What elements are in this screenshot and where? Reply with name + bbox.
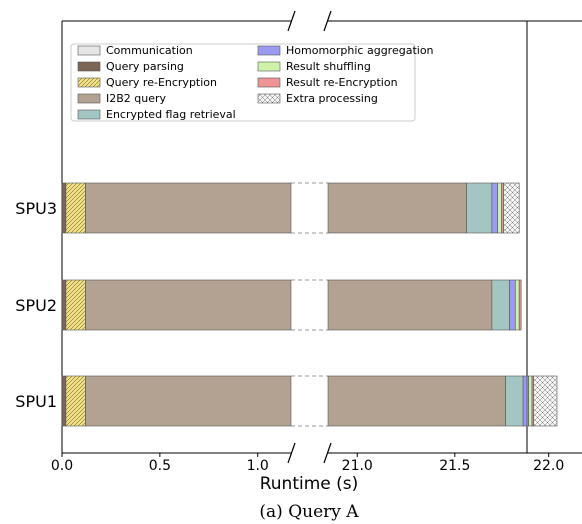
legend-entry-label: Encrypted flag retrieval bbox=[106, 108, 236, 121]
x-axis-title: Runtime (s) bbox=[260, 474, 359, 494]
legend-entry-label: Extra processing bbox=[286, 92, 378, 105]
legend-entry-label: Result re-Encryption bbox=[286, 76, 398, 89]
x-tick-label: 0.0 bbox=[51, 458, 73, 474]
legend-swatch bbox=[77, 109, 101, 120]
axis-labels: SPU3 SPU2 SPU1 0.0 0.5 1.0 21.0 21.5 22.0 bbox=[15, 199, 564, 474]
axis-break-mark bbox=[287, 442, 296, 464]
bar-segment-query-re-encryption bbox=[65, 279, 86, 331]
legend-swatch bbox=[257, 93, 281, 104]
bar-segment-query-re-encryption bbox=[65, 375, 86, 427]
bar-segment-extra-processing bbox=[533, 375, 558, 427]
legend-box bbox=[70, 43, 416, 122]
legend-entry-label: I2B2 query bbox=[106, 92, 167, 105]
x-tick-label: 22.0 bbox=[533, 458, 564, 474]
legend-swatch bbox=[77, 61, 101, 72]
legend-entry-label: Communication bbox=[106, 44, 193, 57]
x-tick-label: 21.5 bbox=[439, 458, 470, 474]
legend-entry-label: Query parsing bbox=[106, 60, 184, 73]
x-tick-label: 21.0 bbox=[342, 458, 373, 474]
bar-segment-i2b2-query bbox=[327, 182, 467, 234]
bar-segment-query-re-encryption bbox=[65, 182, 86, 234]
x-tick-label: 1.0 bbox=[247, 458, 269, 474]
axis-break-mark bbox=[287, 10, 296, 32]
bar-segment-homomorphic-aggregation bbox=[522, 375, 528, 427]
bar-segment-i2b2-query bbox=[85, 182, 292, 234]
axis-break-mark bbox=[323, 442, 332, 464]
category-label: SPU3 bbox=[15, 199, 57, 218]
category-label: SPU2 bbox=[15, 296, 57, 315]
plot-area bbox=[61, 10, 582, 464]
bar-segment-i2b2-query bbox=[85, 279, 292, 331]
axis-break-mark bbox=[323, 10, 332, 32]
bar-segment-encrypted-flag-retrieval bbox=[466, 182, 493, 234]
bar-segment-encrypted-flag-retrieval bbox=[505, 375, 524, 427]
legend-entry-label: Result shuffling bbox=[286, 60, 371, 73]
legend-entry-label: Query re-Encryption bbox=[106, 76, 217, 89]
legend-swatch bbox=[257, 61, 281, 72]
legend-swatch bbox=[77, 45, 101, 56]
legend: Communication Query parsing Query re-Encry… bbox=[70, 43, 434, 122]
bar-segment-extra-processing bbox=[503, 182, 520, 234]
bar-segment-result-shuffling bbox=[528, 375, 533, 427]
bar-segment-homomorphic-aggregation bbox=[491, 182, 499, 234]
x-tick-label: 0.5 bbox=[149, 458, 171, 474]
bar-segment-i2b2-query bbox=[85, 375, 292, 427]
category-label: SPU1 bbox=[15, 392, 57, 411]
bar-segment-query-parsing bbox=[61, 375, 67, 427]
legend-entry-label: Homomorphic aggregation bbox=[286, 44, 434, 57]
bar-segment-encrypted-flag-retrieval bbox=[491, 279, 510, 331]
bar-segment-result-re-encryption bbox=[518, 279, 522, 331]
bar-segment-query-parsing bbox=[61, 182, 67, 234]
bar-segment-i2b2-query bbox=[327, 279, 493, 331]
legend-swatch bbox=[257, 77, 281, 88]
bar-segment-result-shuffling bbox=[497, 182, 502, 234]
legend-swatch bbox=[257, 45, 281, 56]
bar-segment-homomorphic-aggregation bbox=[509, 279, 516, 331]
bar-segment-result-shuffling bbox=[514, 279, 520, 331]
bar-segment-query-parsing bbox=[61, 279, 67, 331]
figure-caption: (a) Query A bbox=[259, 502, 359, 522]
legend-swatch bbox=[77, 77, 101, 88]
legend-swatch bbox=[77, 93, 101, 104]
bar-segment-i2b2-query bbox=[327, 375, 506, 427]
